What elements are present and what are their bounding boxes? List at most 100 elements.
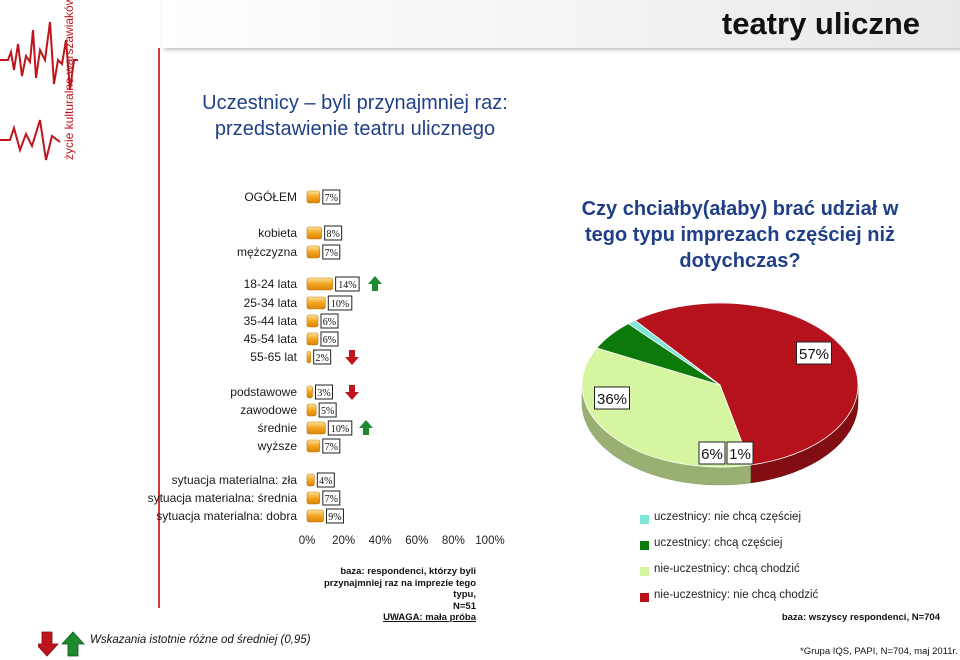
bar <box>306 421 326 435</box>
x-tick-label: 40% <box>369 535 392 547</box>
bar-value-label: 7% <box>325 494 338 505</box>
bar-value-label: 14% <box>338 280 356 291</box>
bar-category-label: podstawowe <box>230 385 297 399</box>
pie-value-box <box>698 441 726 465</box>
bar-value-box <box>322 490 341 506</box>
bar <box>306 350 311 364</box>
legend-swatch <box>640 541 649 550</box>
bar-value-label: 5% <box>321 406 334 417</box>
bar-value-label: 6% <box>323 317 336 328</box>
bar-value-label: 7% <box>325 193 338 204</box>
bar-value-box <box>322 438 341 454</box>
bar-category-label: mężczyzna <box>237 245 297 259</box>
bar-value-box <box>316 472 335 488</box>
logo-pulse-line-2 <box>0 119 61 161</box>
bar-category-label: wyższe <box>257 439 298 453</box>
bar-value-box <box>335 276 360 292</box>
pie-slice <box>581 347 752 468</box>
bar-value-label: 2% <box>315 353 328 364</box>
bar-value-label: 4% <box>319 476 332 487</box>
left-base-note: baza: respondenci, którzy byli przynajmn… <box>300 566 476 624</box>
bar <box>306 245 321 259</box>
bar-value-box <box>324 225 343 241</box>
pie-value-box <box>726 441 754 465</box>
pie-value-label: 57% <box>799 346 829 363</box>
side-logo <box>0 21 78 161</box>
legend-label: uczestnicy: nie chcą częściej <box>654 511 802 523</box>
bar <box>306 226 322 240</box>
right-base-note: baza: wszyscy respondenci, N=704 <box>781 612 940 623</box>
x-tick-label: 100% <box>475 535 504 547</box>
bar <box>306 491 321 505</box>
bar-value-label: 10% <box>331 424 349 435</box>
legend-swatch <box>640 593 649 602</box>
bar-category-label: sytuacja materialna: zła <box>172 473 298 487</box>
bar-chart: OGÓŁEM 7% kobieta 8% mężczyzna 7% 18-24 lata 14… <box>148 189 505 547</box>
bar <box>306 314 319 328</box>
bar-category-label: kobieta <box>258 226 297 240</box>
bar-value-box <box>327 420 353 436</box>
bar-value-label: 9% <box>328 512 341 523</box>
bar <box>306 509 324 523</box>
bar-value-box <box>320 331 339 347</box>
pie-value-label: 6% <box>701 446 723 463</box>
bar-value-box <box>320 313 339 329</box>
bar <box>306 296 326 310</box>
bar-category-label: OGÓŁEM <box>244 189 297 204</box>
bar-category-label: 55-65 lat <box>250 350 297 364</box>
bar-category-label: 35-44 lata <box>244 314 298 328</box>
pie-value-box <box>594 386 630 410</box>
bar <box>306 439 321 453</box>
pie-question-line-1: Czy chciałby(ałaby) brać udział w <box>581 198 899 220</box>
left-note-line-1: baza: respondenci, którzy byli <box>340 566 476 577</box>
bar <box>306 277 333 291</box>
logo-text: życie kulturalne warszawiaków <box>62 0 76 160</box>
significance-note: Wskazania istotnie różne od średniej (0,… <box>90 634 311 646</box>
bar-value-box <box>318 402 337 418</box>
bar-category-label: sytuacja materialna: średnia <box>148 491 298 505</box>
bar-category-label: zawodowe <box>240 403 297 417</box>
bar-category-label: 25-34 lata <box>244 296 298 310</box>
bar-value-box <box>322 244 341 260</box>
up-arrow-icon <box>61 631 85 657</box>
logo-pulse-line <box>0 21 78 91</box>
bar-category-label: 18-24 lata <box>244 277 298 291</box>
header-band <box>162 0 960 48</box>
pie-value-label: 36% <box>597 391 627 408</box>
legend-swatch <box>640 515 649 524</box>
legend-label: nie-uczestnicy: chcą chodzić <box>654 563 800 575</box>
bar-value-box <box>325 508 344 524</box>
subtitle-line-2: przedstawienie teatru ulicznego <box>214 118 496 140</box>
pie-question-line-2: tego typu imprezach częściej niż <box>584 224 896 246</box>
bar-value-label: 6% <box>323 335 336 346</box>
bar-value-label: 3% <box>317 388 330 399</box>
legend-label: uczestnicy: chcą częściej <box>654 537 783 549</box>
pie-question-line-3: dotychczas? <box>679 250 801 272</box>
pie-value-box <box>796 341 832 365</box>
pie-slice <box>627 319 721 386</box>
x-tick-label: 60% <box>405 535 428 547</box>
bar-value-label: 8% <box>326 229 339 240</box>
bar-value-box <box>322 189 341 205</box>
legend-swatch <box>640 567 649 576</box>
bar <box>306 190 321 204</box>
left-note-line-4: UWAGA: mała próba <box>383 612 476 623</box>
bar-value-label: 7% <box>325 248 338 259</box>
significance-up-arrow-icon <box>368 276 382 291</box>
down-arrow-icon <box>38 631 59 657</box>
bar <box>306 473 315 487</box>
bar <box>306 403 317 417</box>
bar-category-label: sytuacja materialna: dobra <box>156 509 297 523</box>
bar-value-label: 7% <box>325 442 338 453</box>
bar <box>306 332 319 346</box>
logo-vertical-rule <box>158 48 160 608</box>
bar-category-label: średnie <box>258 421 298 435</box>
footer-note: *Grupa IQS, PAPI, N=704, maj 2011r. <box>800 646 958 657</box>
significance-up-arrow-icon <box>359 420 373 435</box>
bar-value-box <box>313 349 332 365</box>
significance-arrows <box>38 631 85 657</box>
significance-down-arrow-icon <box>345 350 359 365</box>
logo-text-wrap: życie kulturalne warszawiaków <box>62 0 82 180</box>
pie-question: Czy chciałby(ałaby) brać udział w tego t… <box>570 196 910 274</box>
bar-value-label: 10% <box>331 299 349 310</box>
